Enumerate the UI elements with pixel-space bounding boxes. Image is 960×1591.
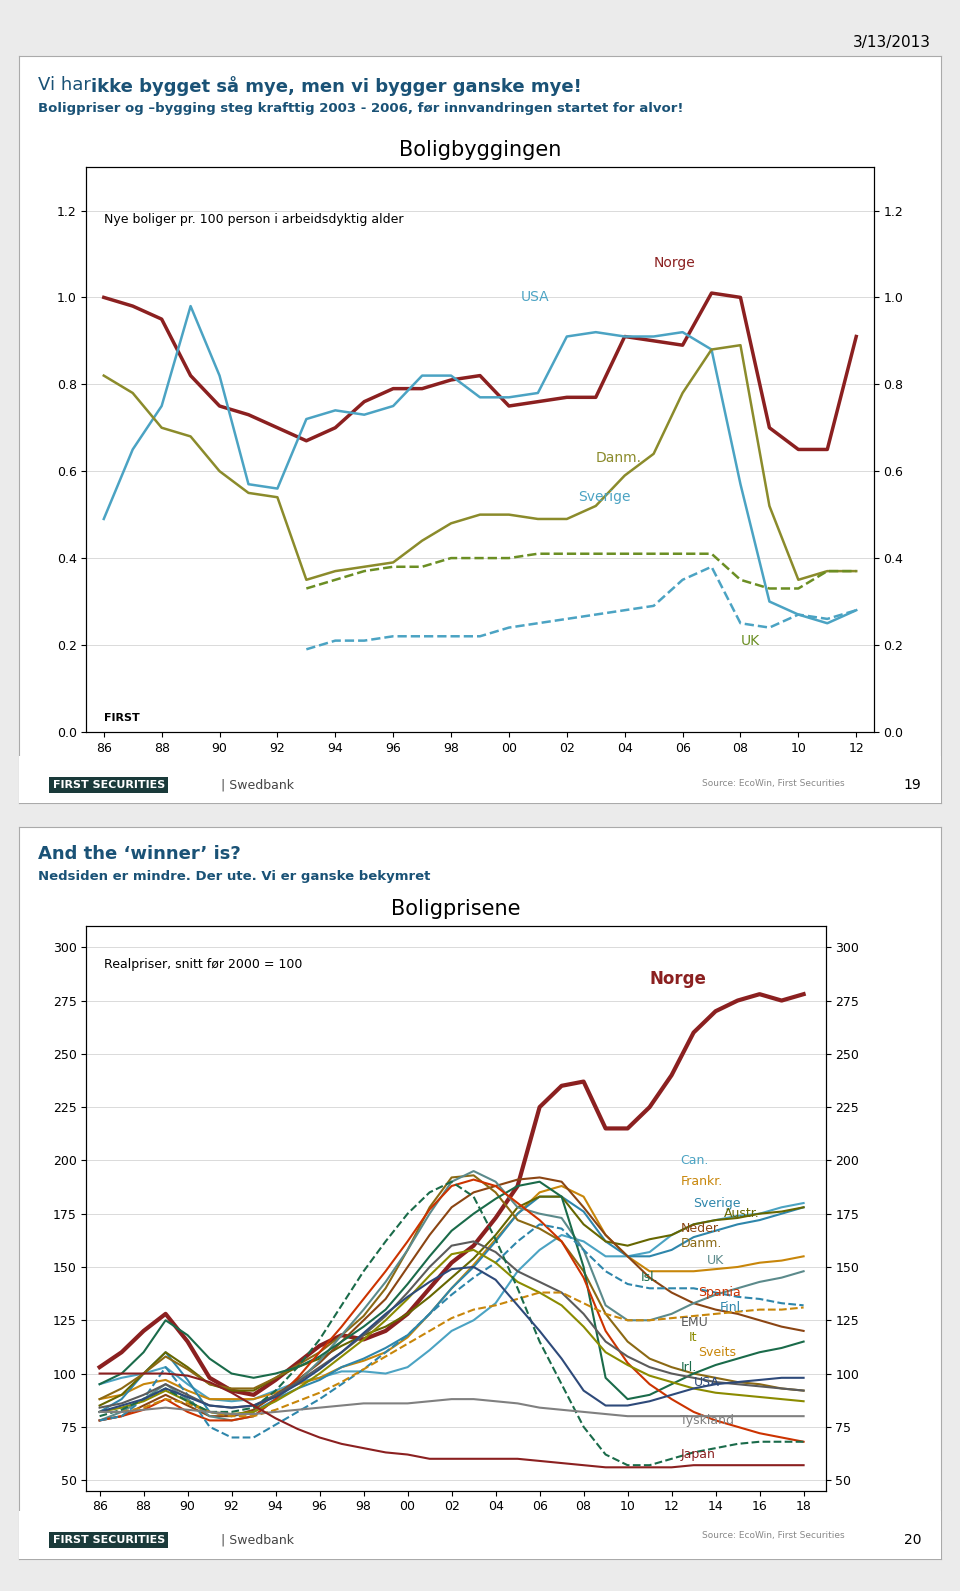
- Text: | Swedbank: | Swedbank: [221, 1534, 294, 1546]
- Text: Sverige: Sverige: [693, 1196, 741, 1209]
- Text: Finl.: Finl.: [720, 1301, 745, 1314]
- Text: Irl.: Irl.: [681, 1360, 697, 1373]
- Text: Neder.: Neder.: [681, 1222, 721, 1235]
- Text: 20: 20: [904, 1534, 922, 1546]
- Text: Norge: Norge: [654, 256, 695, 269]
- Text: | Swedbank: | Swedbank: [221, 778, 294, 792]
- Text: USA: USA: [693, 1376, 719, 1389]
- Text: Boligpriser og –bygging steg krafttig 2003 - 2006, før innvandringen startet for: Boligpriser og –bygging steg krafttig 20…: [38, 102, 684, 115]
- Text: Source: EcoWin, First Securities: Source: EcoWin, First Securities: [702, 1532, 845, 1540]
- Text: Sverige: Sverige: [578, 490, 631, 504]
- Text: Austr.: Austr.: [725, 1208, 760, 1220]
- Text: ikke bygget så mye, men vi bygger ganske mye!: ikke bygget så mye, men vi bygger ganske…: [91, 76, 582, 97]
- Text: 3/13/2013: 3/13/2013: [853, 35, 931, 49]
- Text: Sveits: Sveits: [698, 1346, 736, 1359]
- Text: Nye boliger pr. 100 person i arbeidsdyktig alder: Nye boliger pr. 100 person i arbeidsdykt…: [104, 213, 403, 226]
- Text: 19: 19: [904, 778, 922, 792]
- Text: It: It: [689, 1330, 698, 1344]
- Text: Norge: Norge: [650, 971, 707, 988]
- Text: Realpriser, snitt før 2000 = 100: Realpriser, snitt før 2000 = 100: [104, 958, 302, 971]
- Text: FIRST SECURITIES: FIRST SECURITIES: [53, 1535, 165, 1545]
- Text: Spania: Spania: [698, 1286, 741, 1300]
- Text: USA: USA: [520, 291, 549, 304]
- Title: Boligbyggingen: Boligbyggingen: [398, 140, 562, 161]
- Text: Can.: Can.: [681, 1153, 708, 1166]
- Text: FIRST: FIRST: [104, 713, 139, 724]
- Text: Japan: Japan: [681, 1448, 715, 1461]
- Text: FIRST SECURITIES: FIRST SECURITIES: [53, 780, 165, 791]
- Text: Danm.: Danm.: [596, 452, 642, 465]
- Text: Tyskland: Tyskland: [681, 1414, 734, 1427]
- Text: UK: UK: [740, 633, 759, 648]
- Text: And the ‘winner’ is?: And the ‘winner’ is?: [38, 845, 241, 862]
- Title: Boligprisene: Boligprisene: [392, 899, 520, 920]
- Text: UK: UK: [707, 1254, 724, 1266]
- Text: EMU: EMU: [681, 1316, 708, 1328]
- Text: Frankr.: Frankr.: [681, 1176, 723, 1188]
- Text: Nedsiden er mindre. Der ute. Vi er ganske bekymret: Nedsiden er mindre. Der ute. Vi er gansk…: [38, 870, 431, 883]
- Text: Source: EcoWin, First Securities: Source: EcoWin, First Securities: [702, 780, 845, 788]
- Text: Isl.: Isl.: [641, 1271, 659, 1284]
- Text: Danm.: Danm.: [681, 1238, 722, 1251]
- Text: Vi har: Vi har: [38, 76, 97, 94]
